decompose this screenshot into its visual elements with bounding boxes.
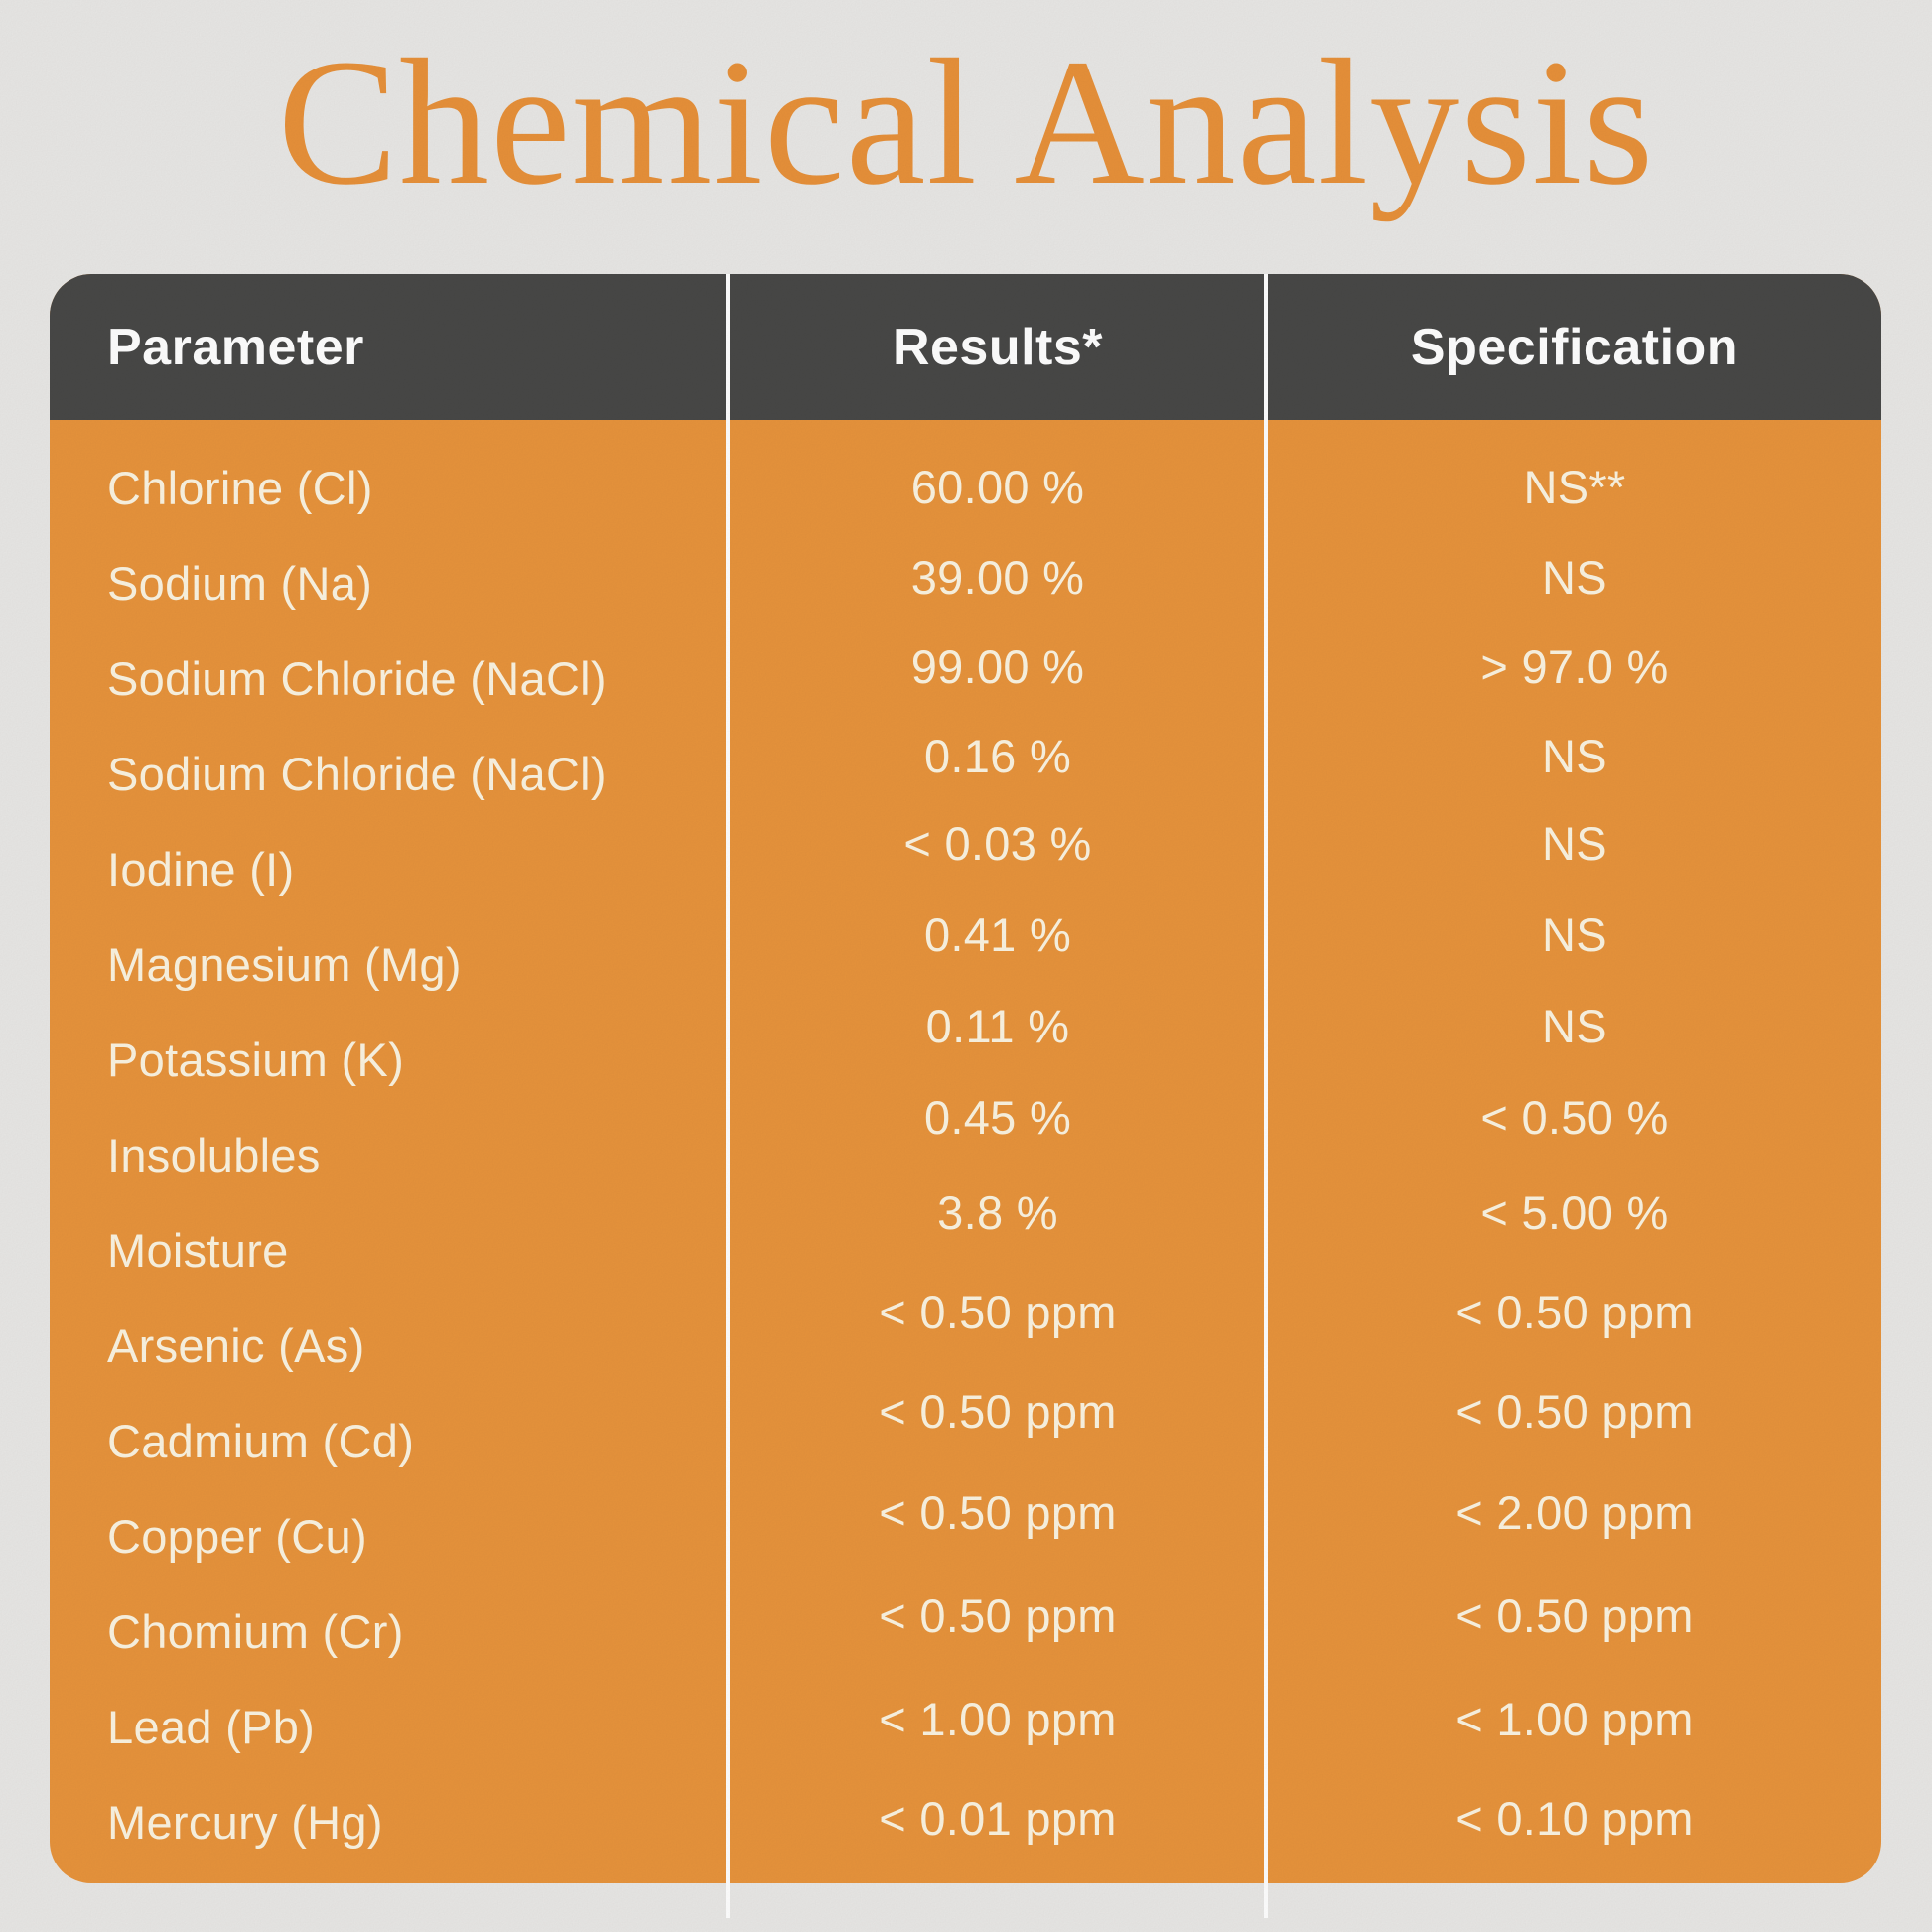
table-row: Sodium Chloride (NaCl) 0.16 % NS: [50, 726, 1881, 821]
specification-cell: NS: [1542, 729, 1607, 782]
page-title: Chemical Analysis: [277, 23, 1655, 222]
result-cell: 0.11 %: [925, 999, 1070, 1052]
specification-cell: < 5.00 %: [1480, 1185, 1669, 1239]
table-row: Lead (Pb) < 1.00 ppm < 1.00 ppm: [50, 1679, 1881, 1774]
table-row: Chomium (Cr) < 0.50 ppm < 0.50 ppm: [50, 1584, 1881, 1679]
specification-cell: NS: [1542, 816, 1607, 870]
table-row: Copper (Cu) < 0.50 ppm < 2.00 ppm: [50, 1485, 1881, 1584]
parameter-cell: Copper (Cu): [107, 1509, 367, 1563]
parameter-cell: Sodium Chloride (NaCl): [107, 651, 607, 705]
table-row: Arsenic (As) < 0.50 ppm < 0.50 ppm: [50, 1286, 1881, 1393]
result-cell: < 0.03 %: [903, 816, 1092, 870]
specification-cell: NS: [1542, 907, 1607, 961]
specification-cell: < 1.00 ppm: [1455, 1692, 1694, 1745]
result-cell: 3.8 %: [937, 1185, 1058, 1239]
result-cell: < 0.50 ppm: [879, 1485, 1117, 1539]
table-header-row: Parameter Results* Specification: [50, 274, 1881, 420]
parameter-cell: Cadmium (Cd): [107, 1414, 415, 1467]
table-row: Sodium Chloride (NaCl) 99.00 % > 97.0 %: [50, 630, 1881, 726]
parameter-cell: Magnesium (Mg): [107, 937, 462, 991]
parameter-cell: Mercury (Hg): [107, 1795, 383, 1849]
parameter-cell: Potassium (K): [107, 1033, 405, 1086]
specification-cell: NS: [1542, 550, 1607, 604]
table-row: Chlorine (Cl) 60.00 % NS**: [50, 440, 1881, 535]
parameter-cell: Moisture: [107, 1223, 289, 1277]
result-cell: 60.00 %: [910, 460, 1085, 513]
result-cell: 39.00 %: [910, 550, 1085, 604]
table-row: Cadmium (Cd) < 0.50 ppm < 0.50 ppm: [50, 1385, 1881, 1488]
parameter-cell: Chlorine (Cl): [107, 461, 373, 514]
result-cell: 99.00 %: [910, 639, 1085, 693]
analysis-table-card: Parameter Results* Specification Chlorin…: [50, 274, 1881, 1883]
header-cell-results: Results*: [892, 318, 1104, 376]
result-cell: 0.45 %: [923, 1090, 1072, 1144]
header-cell-parameter: Parameter: [107, 318, 364, 376]
parameter-cell: Iodine (I): [107, 842, 295, 896]
table-row: Sodium (Na) 39.00 % NS: [50, 535, 1881, 630]
specification-cell: < 0.50 %: [1480, 1090, 1669, 1144]
parameter-cell: Insolubles: [107, 1128, 321, 1181]
table-row: Iodine (I) < 0.03 % NS: [50, 817, 1881, 916]
parameter-cell: Sodium (Na): [107, 556, 373, 610]
column-divider-left: [726, 274, 730, 1918]
parameter-cell: Chomium (Cr): [107, 1604, 404, 1658]
parameter-cell: Sodium Chloride (NaCl): [107, 747, 607, 800]
specification-cell: < 2.00 ppm: [1455, 1485, 1694, 1539]
specification-cell: NS: [1542, 999, 1607, 1052]
result-cell: 0.16 %: [923, 729, 1072, 782]
specification-cell: < 0.50 ppm: [1455, 1285, 1694, 1338]
table-row: Mercury (Hg) < 0.01 ppm < 0.10 ppm: [50, 1774, 1881, 1869]
result-cell: < 0.50 ppm: [879, 1588, 1117, 1642]
specification-cell: NS**: [1523, 460, 1626, 513]
specification-cell: < 0.50 ppm: [1455, 1588, 1694, 1642]
column-divider-right: [1264, 274, 1268, 1918]
specification-cell: < 0.10 ppm: [1455, 1791, 1694, 1845]
result-cell: < 0.50 ppm: [879, 1384, 1117, 1438]
parameter-cell: Arsenic (As): [107, 1318, 365, 1372]
result-cell: < 1.00 ppm: [879, 1692, 1117, 1745]
parameter-cell: Lead (Pb): [107, 1700, 316, 1753]
result-cell: 0.41 %: [923, 907, 1072, 961]
result-cell: < 0.01 ppm: [879, 1791, 1117, 1845]
specification-cell: < 0.50 ppm: [1455, 1384, 1694, 1438]
result-cell: < 0.50 ppm: [879, 1285, 1117, 1338]
header-cell-specification: Specification: [1410, 318, 1739, 376]
table-body: Chlorine (Cl) 60.00 % NS** Sodium (Na) 3…: [50, 420, 1881, 1869]
specification-cell: > 97.0 %: [1480, 639, 1669, 693]
